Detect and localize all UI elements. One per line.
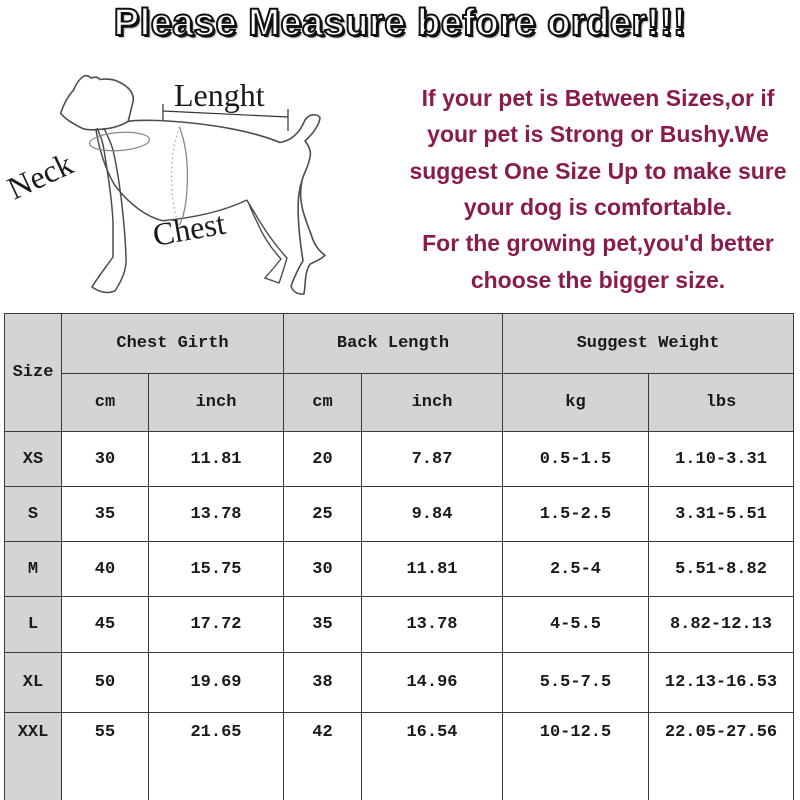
svg-text:Neck: Neck [2, 145, 78, 206]
svg-text:Lenght: Lenght [174, 77, 265, 113]
svg-text:Chest: Chest [150, 205, 228, 253]
